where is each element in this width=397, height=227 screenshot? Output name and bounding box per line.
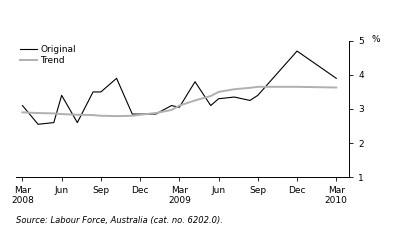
Original <box>20 104 25 107</box>
Text: Source: Labour Force, Australia (cat. no. 6202.0).: Source: Labour Force, Australia (cat. no… <box>16 216 223 225</box>
Trend <box>177 104 182 107</box>
Legend: Original, Trend: Original, Trend <box>20 45 76 65</box>
Trend <box>59 113 64 116</box>
Trend <box>193 99 197 102</box>
Line: Original: Original <box>22 51 336 124</box>
Original <box>193 80 197 83</box>
Trend <box>232 88 237 91</box>
Original <box>334 77 339 80</box>
Trend <box>255 86 260 88</box>
Line: Trend: Trend <box>22 87 336 116</box>
Original <box>36 123 40 126</box>
Original <box>52 121 56 124</box>
Original <box>98 91 103 93</box>
Original <box>130 113 135 116</box>
Trend <box>138 114 143 116</box>
Original <box>153 113 158 116</box>
Original <box>59 94 64 97</box>
Original <box>295 50 299 52</box>
Original <box>208 104 213 107</box>
Trend <box>295 86 299 88</box>
Original <box>138 113 143 116</box>
Original <box>255 94 260 97</box>
Trend <box>114 115 119 118</box>
Trend <box>153 112 158 114</box>
Trend <box>20 111 25 114</box>
Trend <box>130 114 135 117</box>
Trend <box>169 109 174 111</box>
Original <box>169 104 174 107</box>
Trend <box>52 112 56 115</box>
Trend <box>98 114 103 117</box>
Trend <box>36 112 40 114</box>
Original <box>177 106 182 109</box>
Original <box>75 121 80 124</box>
Original <box>91 91 95 93</box>
Trend <box>216 91 221 93</box>
Original <box>232 96 237 99</box>
Trend <box>75 114 80 116</box>
Original <box>248 99 252 102</box>
Y-axis label: %: % <box>372 35 380 44</box>
Original <box>216 97 221 100</box>
Trend <box>248 86 252 89</box>
Trend <box>208 95 213 97</box>
Trend <box>91 114 95 116</box>
Original <box>114 77 119 80</box>
Trend <box>334 86 339 89</box>
